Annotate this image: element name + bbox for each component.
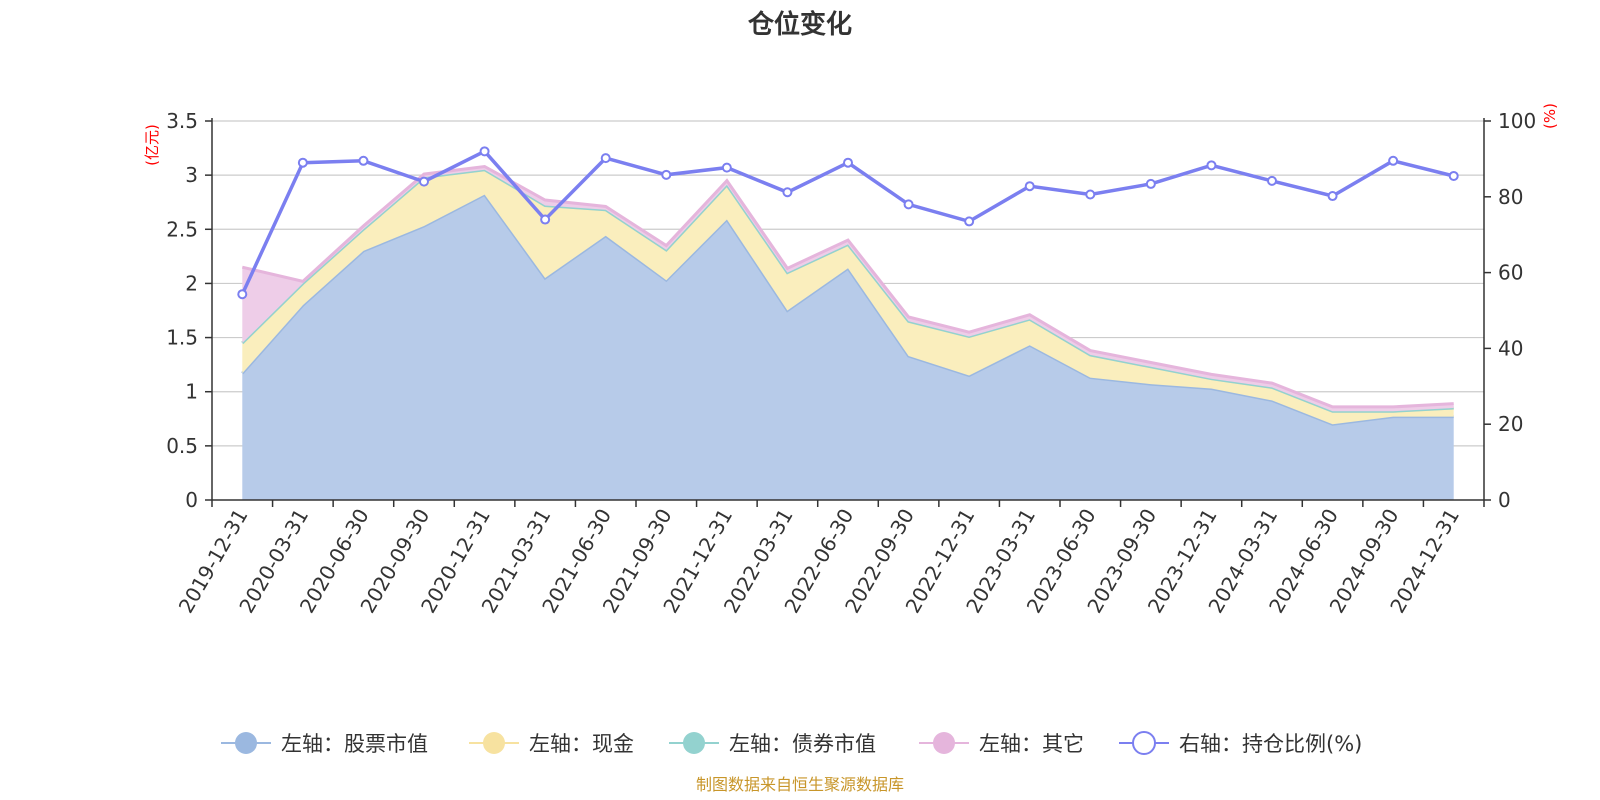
legend-label: 左轴：其它 xyxy=(979,732,1084,756)
right-tick-label: 100 xyxy=(1498,109,1536,133)
ratio-line xyxy=(237,146,1459,300)
area-左轴：股票市值 xyxy=(242,194,1454,500)
ratio-point xyxy=(1024,181,1035,192)
chart-title: 仓位变化 xyxy=(747,9,852,40)
left-tick-label: 0.5 xyxy=(166,434,198,458)
legend-label: 左轴：股票市值 xyxy=(281,732,428,756)
ratio-point xyxy=(903,199,914,210)
legend-label: 左轴：债券市值 xyxy=(729,732,876,756)
legend-item: 左轴：其它 xyxy=(919,732,1084,756)
left-tick-label: 3.5 xyxy=(166,109,198,133)
ratio-point xyxy=(661,169,672,180)
legend-label: 左轴：现金 xyxy=(529,732,634,756)
ratio-point xyxy=(237,289,248,300)
left-tick-label: 3 xyxy=(185,163,198,187)
legend-item: 右轴：持仓比例(%) xyxy=(1119,731,1362,756)
legend-swatch-marker xyxy=(483,732,505,754)
right-tick-label: 80 xyxy=(1498,185,1523,209)
ratio-point xyxy=(1267,175,1277,186)
ratio-point xyxy=(600,153,611,164)
legend-item: 左轴：现金 xyxy=(469,732,634,756)
right-tick-label: 0 xyxy=(1498,488,1511,512)
legend: 左轴：股票市值 左轴：现金 左轴：债券市值 左轴：其它 右轴：持仓比例(%) xyxy=(221,731,1362,756)
right-tick-label: 20 xyxy=(1498,412,1523,436)
left-tick-label: 2.5 xyxy=(166,217,198,241)
left-axis-unit: (亿元) xyxy=(143,124,161,166)
ratio-point xyxy=(782,187,793,198)
ratio-point xyxy=(540,214,551,225)
ratio-point xyxy=(479,146,490,157)
legend-swatch-marker xyxy=(683,732,705,754)
left-tick-label: 2 xyxy=(185,271,198,295)
ratio-point xyxy=(1085,189,1096,200)
legend-item: 左轴：债券市值 xyxy=(669,732,876,756)
ratio-point xyxy=(964,216,975,227)
source-note: 制图数据来自恒生聚源数据库 xyxy=(696,775,904,794)
ratio-point xyxy=(1327,191,1338,202)
ratio-point xyxy=(1448,170,1459,181)
right-axis-unit: (%) xyxy=(1541,103,1559,129)
stacked-areas xyxy=(241,164,1454,500)
left-tick-label: 1 xyxy=(185,380,198,404)
ratio-point xyxy=(419,176,429,187)
legend-swatch-marker xyxy=(235,732,257,754)
left-tick-label: 0 xyxy=(185,488,198,512)
ratio-point xyxy=(1145,178,1156,189)
right-tick-label: 60 xyxy=(1498,261,1523,285)
legend-item: 左轴：股票市值 xyxy=(221,732,428,756)
legend-label: 右轴：持仓比例(%) xyxy=(1179,732,1362,756)
legend-swatch-marker xyxy=(933,732,955,754)
legend-swatch-marker xyxy=(1132,731,1156,755)
ratio-point xyxy=(1388,155,1399,166)
right-tick-label: 40 xyxy=(1498,336,1523,360)
ratio-point xyxy=(721,162,732,173)
ratio-point xyxy=(297,157,308,168)
ratio-point xyxy=(843,157,853,168)
area-左轴：现金 xyxy=(242,169,1454,425)
left-tick-label: 1.5 xyxy=(166,326,198,350)
ratio-point xyxy=(358,155,369,166)
ratio-point xyxy=(1206,160,1217,171)
